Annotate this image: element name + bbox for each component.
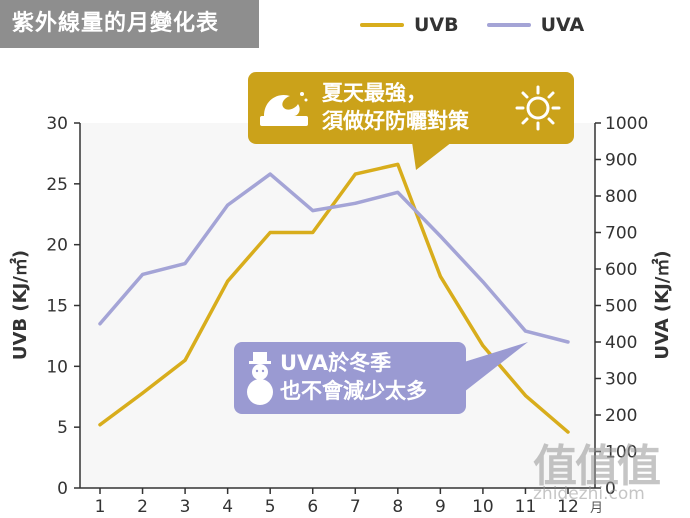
data-point-uva [396, 190, 400, 194]
legend-item-uva: UVA [486, 14, 585, 36]
y2-tick-label: 1000 [605, 114, 648, 134]
data-point-uvb [481, 344, 485, 348]
legend-item-uvb: UVB [360, 14, 459, 36]
x-axis-label: 月 [590, 501, 603, 516]
y-tick-label: 10 [46, 357, 68, 377]
winter-callout: UVA於冬季 也不會減少太多 [234, 342, 466, 414]
y2-tick-label: 500 [605, 297, 637, 317]
data-point-uva [311, 209, 315, 213]
y2-tick-label: 800 [605, 187, 637, 207]
data-point-uvb [438, 274, 442, 278]
legend-swatch-uvb [360, 23, 404, 27]
x-tick-label: 8 [392, 497, 403, 517]
data-point-uva [353, 201, 357, 205]
data-point-uvb [396, 162, 400, 166]
x-tick-label: 3 [180, 497, 191, 517]
x-tick-label: 12 [557, 497, 579, 517]
summer-callout-line1: 夏天最強， [322, 81, 427, 105]
plot-area [80, 123, 595, 488]
winter-callout-line1: UVA於冬季 [280, 351, 392, 375]
y-tick-label: 20 [46, 236, 68, 256]
y2-tick-label: 900 [605, 151, 637, 171]
x-tick-label: 6 [307, 497, 318, 517]
x-tick-label: 4 [222, 497, 233, 517]
y-tick-label: 25 [46, 175, 68, 195]
snowman-icon [244, 350, 276, 410]
data-point-uva [183, 262, 187, 266]
data-point-uvb [353, 172, 357, 176]
wave-icon [258, 86, 310, 134]
data-point-uva [481, 280, 485, 284]
data-point-uvb [98, 423, 102, 427]
data-point-uva [566, 340, 570, 344]
y2-tick-label: 200 [605, 406, 637, 426]
x-tick-label: 5 [265, 497, 276, 517]
data-point-uvb [141, 391, 145, 395]
data-point-uva [226, 203, 230, 207]
watermark-url: zhidezhi.com [533, 484, 645, 504]
data-point-uvb [523, 394, 527, 398]
sun-icon [514, 84, 562, 136]
y-tick-label: 5 [57, 418, 68, 438]
winter-callout-pointer [464, 342, 528, 392]
y-tick-label: 0 [57, 479, 68, 499]
x-tick-label: 1 [95, 497, 106, 517]
data-point-uvb [268, 231, 272, 234]
y-axis-label: UVB (KJ/㎡) [9, 250, 31, 360]
ticks-layer: 0510152025300100200300400500600700800900… [46, 114, 648, 517]
x-tick-label: 7 [350, 497, 361, 517]
y-tick-label: 15 [46, 297, 68, 317]
legend: UVB UVA [360, 12, 612, 38]
data-point-uvb [311, 231, 315, 234]
data-point-uvb [226, 279, 230, 283]
watermark-logo: 值值值 [533, 441, 661, 492]
chart-title: 紫外線量的月變化表 [0, 0, 259, 48]
x-tick-label: 2 [137, 497, 148, 517]
y2-axis-label: UVA (KJ/㎡) [651, 250, 673, 359]
data-point-uva [141, 272, 145, 276]
summer-callout-pointer [412, 142, 452, 170]
legend-label-uvb: UVB [414, 14, 459, 36]
y2-tick-label: 100 [605, 443, 637, 463]
x-tick-label: 9 [435, 497, 446, 517]
data-point-uva [523, 329, 527, 333]
summer-callout: 夏天最強， 須做好防曬對策 [248, 72, 574, 144]
data-point-uva [438, 234, 442, 238]
x-tick-label: 10 [472, 497, 494, 517]
y2-tick-label: 700 [605, 224, 637, 244]
data-point-uva [268, 172, 272, 176]
y2-tick-label: 600 [605, 260, 637, 280]
y-tick-label: 30 [46, 114, 68, 134]
data-point-uvb [566, 430, 570, 434]
summer-callout-line2: 須做好防曬對策 [322, 109, 469, 133]
data-point-uva [98, 322, 102, 326]
y2-tick-label: 0 [605, 479, 616, 499]
winter-callout-line2: 也不會減少太多 [280, 379, 427, 403]
data-point-uvb [183, 358, 187, 362]
legend-swatch-uva [486, 23, 531, 27]
legend-label-uva: UVA [540, 14, 585, 36]
x-tick-label: 11 [515, 497, 537, 517]
y2-tick-label: 300 [605, 370, 637, 390]
series-line-uva [98, 172, 570, 344]
y2-tick-label: 400 [605, 333, 637, 353]
